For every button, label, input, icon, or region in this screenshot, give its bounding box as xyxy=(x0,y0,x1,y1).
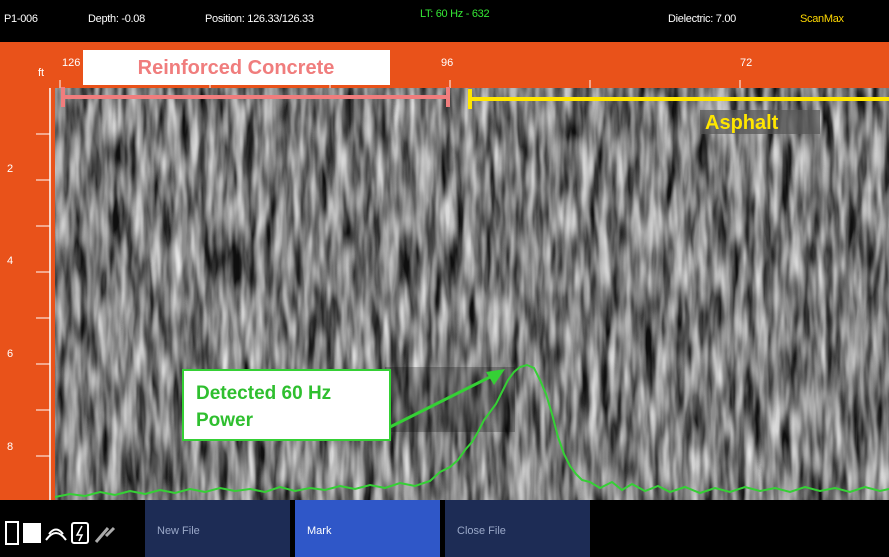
device-icons xyxy=(0,500,145,557)
power-label: Detected 60 Hz Power xyxy=(196,380,386,434)
distance-label: 96 xyxy=(441,57,453,69)
depth-label: 8 xyxy=(7,441,13,453)
screen: P1-006 Depth: -0.08 Position: 126.33/126… xyxy=(0,0,889,557)
close-file-button[interactable]: Close File xyxy=(445,500,590,557)
depth-readout: Depth: -0.08 xyxy=(88,13,145,25)
mark-button[interactable]: Mark xyxy=(295,500,440,557)
file-name: P1-006 xyxy=(4,13,38,25)
new-file-button[interactable]: New File xyxy=(145,500,290,557)
depth-label: 2 xyxy=(7,163,13,175)
depth-label: 6 xyxy=(7,348,13,360)
scan-texture xyxy=(55,88,889,500)
status-bar: P1-006 Depth: -0.08 Position: 126.33/126… xyxy=(0,0,889,42)
distance-label: 126 xyxy=(62,57,80,69)
position-readout: Position: 126.33/126.33 xyxy=(205,13,314,25)
depth-unit: ft xyxy=(38,67,44,79)
scan-view: ft 126 96 72 2 4 6 8 Reinforced Concrete… xyxy=(0,42,889,500)
distance-label: 72 xyxy=(740,57,752,69)
dielectric-readout: Dielectric: 7.00 xyxy=(668,13,736,25)
concrete-label: Reinforced Concrete xyxy=(138,57,335,79)
asphalt-label: Asphalt xyxy=(705,112,779,134)
filter-readout: LT: 60 Hz - 632 xyxy=(420,8,489,20)
depth-label: 4 xyxy=(7,255,13,267)
mode-readout: ScanMax xyxy=(800,13,844,25)
